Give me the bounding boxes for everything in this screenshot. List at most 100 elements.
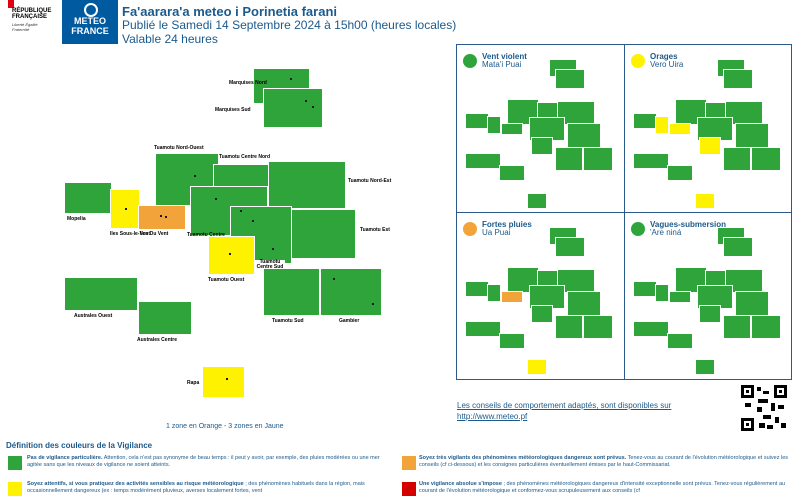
zone-mopelia[interactable] (64, 182, 112, 214)
mini-zone (723, 147, 751, 171)
meteo-france-emblem-icon (84, 3, 98, 17)
island-marker (305, 100, 307, 102)
qr-code-icon[interactable] (741, 385, 787, 431)
label-iles-du-vent: Iles Du Vent (140, 231, 169, 237)
mini-zone (555, 147, 583, 171)
zone-australes-centre[interactable] (138, 301, 192, 335)
label-marquises-nord: Marquises Nord (229, 80, 267, 86)
mini-zone (633, 281, 657, 297)
mini-zone (695, 359, 715, 375)
mini-zone (669, 291, 691, 303)
zone-tuamotu-sud[interactable] (263, 268, 320, 316)
label-tuamotu-centre-nord: Tuamotu Centre Nord (219, 154, 271, 160)
island-marker (252, 220, 254, 222)
legend-orange-text: Soyez très vigilants des phénomènes mété… (419, 455, 791, 469)
label-iles-sous-le-vent: Iles Sous-le-Vent (110, 231, 151, 237)
mini-zone (465, 113, 489, 129)
rain-icon (463, 222, 477, 236)
panel-subtitle: Vero Uira (650, 60, 684, 69)
zone-tuamotu-nord-est[interactable] (268, 161, 346, 209)
panel-title: Fortes pluies (482, 220, 532, 229)
republique-label: RÉPUBLIQUE FRANÇAISE (12, 8, 52, 20)
island-marker (215, 198, 217, 200)
island-marker (333, 278, 335, 280)
validity: Valable 24 heures (122, 32, 218, 46)
legend-orange-swatch (402, 456, 416, 470)
mini-zone (555, 237, 585, 257)
zone-iles-du-vent[interactable] (138, 205, 186, 230)
legend-orange-bold: Soyez très vigilants des phénomènes mété… (419, 455, 627, 461)
island-marker (312, 106, 314, 108)
advice-text: Les conseils de comportement adaptés, so… (457, 401, 672, 410)
published-date: Publié le Samedi 14 Septembre 2024 à 15h… (122, 18, 457, 32)
panel-vent-violent[interactable]: Vent violent Mata'i Puai (457, 45, 625, 213)
meteo-pf-link[interactable]: http://www.meteo.pf (457, 412, 528, 421)
devise-label: Liberté Égalité Fraternité (12, 22, 38, 32)
legend-orange-desc: Tenez-vous au courant de l'évolution mét… (419, 455, 789, 468)
mini-zone (567, 291, 601, 317)
mini-zone (751, 315, 781, 339)
republique-francaise-logo: RÉPUBLIQUE FRANÇAISE Liberté Égalité Fra… (8, 0, 60, 44)
logo-line1: METEO (73, 16, 106, 26)
panel-vagues-submersion[interactable]: Vagues-submersion 'Are niná (625, 213, 792, 380)
mini-zone (555, 69, 585, 89)
mini-zone (487, 284, 501, 302)
vigilance-map: Marquises Nord Marquises Sud Tuamotu Nor… (0, 60, 450, 405)
mini-zone (499, 165, 525, 181)
legend-red-swatch (402, 482, 416, 496)
island-marker (160, 215, 162, 217)
mini-zone (527, 193, 547, 209)
marianne-flag-icon (8, 0, 14, 8)
label-tuamotu-centre-sud: Tuamotu Centre Sud (255, 259, 285, 270)
zone-australes-ouest[interactable] (64, 277, 138, 311)
legend-green-bold: Pas de vigilance particulière. (27, 455, 103, 461)
mini-zone (633, 113, 657, 129)
island-marker (290, 78, 292, 80)
island-marker (240, 210, 242, 212)
legend-green-desc: Attention, cela n'est pas synonyme de be… (27, 455, 380, 468)
label-mopelia: Mopelia (67, 216, 86, 222)
island-marker (194, 175, 196, 177)
zone-rapa[interactable] (202, 366, 245, 398)
legend-red-bold: Une vigilance absolue s'impose (419, 481, 502, 487)
label-tuamotu-nord-est: Tuamotu Nord-Est (348, 178, 392, 184)
panel-orages[interactable]: Orages Vero Uira (625, 45, 792, 213)
wind-icon (463, 54, 477, 68)
label-tuamotu-ouest: Tuamotu Ouest (208, 277, 245, 283)
zone-tuamotu-est[interactable] (290, 209, 356, 259)
mini-zone (527, 359, 547, 375)
legend-green-swatch (8, 456, 22, 470)
mini-zone (667, 333, 693, 349)
legend-red-desc: ; des phénomènes météorologiques dangere… (419, 481, 786, 494)
panel-title: Vent violent (482, 52, 527, 61)
mini-zone (723, 315, 751, 339)
mini-zone (655, 116, 669, 134)
zone-gambier[interactable] (320, 268, 382, 316)
island-marker (125, 208, 127, 210)
island-marker (272, 248, 274, 250)
mini-zone (555, 315, 583, 339)
island-marker (372, 303, 374, 305)
mini-zone (655, 284, 669, 302)
legend-green-text: Pas de vigilance particulière. Attention… (27, 455, 382, 469)
phenomena-panel: Vent violent Mata'i Puai Orages Vero Uir… (456, 44, 792, 380)
zone-tuamotu-ouest[interactable] (208, 236, 255, 275)
mini-zone (699, 305, 721, 323)
wave-icon (631, 222, 645, 236)
mini-zone (465, 281, 489, 297)
panel-title: Orages (650, 52, 678, 61)
mini-zone (695, 193, 715, 209)
mini-zone (669, 123, 691, 135)
legend-yellow-swatch (8, 482, 22, 496)
mini-zone (751, 147, 781, 171)
mini-zone (583, 315, 613, 339)
logo-line2: FRANCE (71, 26, 109, 36)
mini-zone (723, 237, 753, 257)
panel-subtitle: 'Are niná (650, 228, 682, 237)
panel-fortes-pluies[interactable]: Fortes pluies Ua Puai (457, 213, 625, 380)
label-tuamotu-centre: Tuamotu Centre (187, 232, 225, 238)
legend-yellow-bold: Soyez attentifs, si vous pratiquez des a… (27, 481, 244, 487)
zone-marquises-nord-b[interactable] (263, 88, 323, 128)
label-australes-ouest: Australes Ouest (74, 313, 113, 319)
mini-zone (735, 123, 769, 149)
